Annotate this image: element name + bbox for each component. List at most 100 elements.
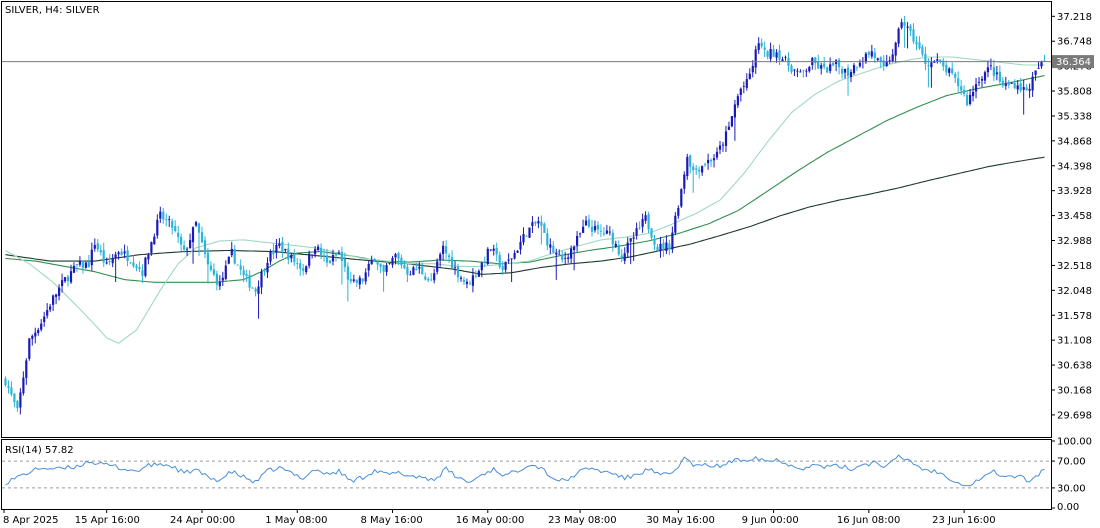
candle <box>311 254 314 259</box>
candle <box>873 48 876 63</box>
candle <box>138 261 141 273</box>
candle <box>468 280 471 285</box>
candle <box>656 243 659 252</box>
candle <box>224 260 227 281</box>
candle <box>123 244 126 259</box>
candle <box>513 250 516 260</box>
candle <box>739 87 742 102</box>
candle <box>355 279 358 287</box>
candle <box>346 262 349 302</box>
candle <box>52 294 55 311</box>
time-tick-label: 15 Apr 16:00 <box>75 515 140 526</box>
candle <box>171 218 174 235</box>
candle <box>867 50 870 58</box>
candle <box>954 72 957 83</box>
rsi-panel-frame <box>1 439 1052 510</box>
candle <box>841 66 844 79</box>
candle <box>1001 77 1004 88</box>
candle <box>751 60 754 78</box>
rsi-line <box>5 454 1045 487</box>
candle <box>710 158 713 167</box>
candle <box>543 222 546 233</box>
candle <box>945 60 948 76</box>
candle <box>263 268 266 276</box>
candle <box>582 219 585 234</box>
candle <box>838 57 841 75</box>
candle <box>558 249 561 255</box>
candle <box>174 220 177 233</box>
rsi-plot[interactable] <box>2 454 1051 489</box>
candle <box>293 249 296 266</box>
candle <box>480 262 483 278</box>
candle <box>349 271 352 284</box>
candle <box>790 63 793 74</box>
candle <box>266 257 269 278</box>
candle <box>194 220 198 228</box>
candle <box>897 27 900 48</box>
candle <box>75 264 78 272</box>
candle <box>1007 79 1010 89</box>
candle <box>34 327 37 344</box>
candle <box>215 270 218 291</box>
candle <box>573 245 576 271</box>
candle <box>698 166 701 179</box>
candle <box>599 224 602 238</box>
candle <box>254 287 257 297</box>
candle <box>602 226 605 237</box>
candle <box>147 252 150 265</box>
candle <box>320 243 323 260</box>
price-tick-label: 30.168 <box>1057 385 1092 396</box>
candle <box>989 58 992 71</box>
candle <box>879 56 882 69</box>
candle <box>43 311 46 327</box>
candle <box>835 59 838 72</box>
candle <box>290 253 293 263</box>
candle <box>218 275 221 290</box>
candle <box>340 246 343 285</box>
candle <box>522 227 525 246</box>
candle <box>745 73 748 91</box>
candle <box>796 68 799 78</box>
candle <box>126 245 129 267</box>
time-tick-label: 9 Jun 00:00 <box>742 515 799 526</box>
candle <box>445 240 448 259</box>
candle <box>823 56 826 70</box>
candle <box>584 215 588 226</box>
candle <box>775 49 778 63</box>
candle <box>412 265 415 276</box>
time-tick-label: 8 May 16:00 <box>361 515 423 526</box>
candle <box>302 264 305 276</box>
candle <box>150 241 153 256</box>
candle <box>212 263 215 277</box>
candle <box>370 255 373 265</box>
candle <box>168 215 171 228</box>
candle <box>647 211 650 234</box>
candle <box>361 278 364 285</box>
candle <box>272 243 275 260</box>
price-plot[interactable] <box>2 16 1051 415</box>
main-chart-frame <box>1 1 1052 438</box>
candle <box>668 239 671 256</box>
candle <box>829 57 832 74</box>
candle <box>459 275 463 282</box>
candle <box>1043 54 1046 62</box>
rsi-tick-label: 70.00 <box>1057 457 1086 468</box>
candle <box>638 221 641 230</box>
ma-mid-line <box>5 75 1045 283</box>
candle <box>617 240 620 257</box>
candle <box>629 238 632 265</box>
candle <box>507 253 510 264</box>
candle <box>186 247 189 256</box>
time-tick-label: 30 May 16:00 <box>646 515 715 526</box>
candle <box>781 56 784 62</box>
candle <box>314 246 317 258</box>
candle <box>608 226 611 236</box>
candle <box>281 237 284 258</box>
candle <box>992 59 995 82</box>
candle <box>966 90 969 107</box>
candle <box>540 215 543 245</box>
candle <box>379 263 382 274</box>
candle <box>162 208 165 224</box>
candle <box>391 255 394 268</box>
